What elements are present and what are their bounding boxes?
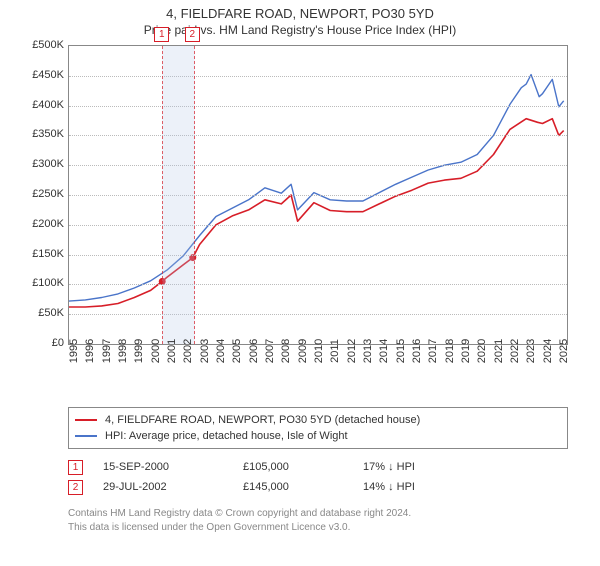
y-axis-label: £200K (24, 218, 64, 230)
x-axis-label: 2012 (346, 339, 358, 363)
legend-label: 4, FIELDFARE ROAD, NEWPORT, PO30 5YD (de… (105, 414, 420, 426)
gridline (69, 76, 567, 77)
legend-swatch (75, 419, 97, 421)
x-axis-label: 1997 (101, 339, 113, 363)
sale-vs-hpi: 14% ↓ HPI (363, 481, 503, 493)
x-axis-label: 2008 (280, 339, 292, 363)
x-axis-label: 2002 (182, 339, 194, 363)
series-line (69, 75, 564, 302)
x-axis-label: 2005 (231, 339, 243, 363)
sale-row: 2 29-JUL-2002 £145,000 14% ↓ HPI (68, 477, 568, 497)
gridline (69, 195, 567, 196)
sale-index: 1 (68, 460, 83, 475)
plot-area (68, 45, 568, 345)
y-axis-label: £450K (24, 69, 64, 81)
gridline (69, 225, 567, 226)
y-axis-label: £50K (24, 307, 64, 319)
page-subtitle: Price paid vs. HM Land Registry's House … (0, 23, 600, 37)
gridline (69, 135, 567, 136)
x-axis-label: 2019 (460, 339, 472, 363)
x-axis-label: 2011 (329, 339, 341, 363)
x-axis-label: 2014 (378, 339, 390, 363)
sale-vs-hpi: 17% ↓ HPI (363, 461, 503, 473)
x-axis-label: 2004 (215, 339, 227, 363)
sale-index: 2 (68, 480, 83, 495)
y-axis-label: £150K (24, 248, 64, 260)
y-axis-label: £250K (24, 188, 64, 200)
x-axis-label: 2020 (476, 339, 488, 363)
x-axis-label: 2016 (411, 339, 423, 363)
sales-table: 1 15-SEP-2000 £105,000 17% ↓ HPI 2 29-JUL-200… (68, 457, 568, 497)
x-axis-label: 1995 (68, 339, 80, 363)
x-axis-label: 1999 (133, 339, 145, 363)
legend: 4, FIELDFARE ROAD, NEWPORT, PO30 5YD (de… (68, 407, 568, 449)
series-line (69, 119, 564, 307)
legend-item: 4, FIELDFARE ROAD, NEWPORT, PO30 5YD (de… (75, 412, 561, 428)
x-axis-label: 2007 (264, 339, 276, 363)
x-axis-label: 2018 (444, 339, 456, 363)
y-axis-label: £350K (24, 128, 64, 140)
sale-row: 1 15-SEP-2000 £105,000 17% ↓ HPI (68, 457, 568, 477)
gridline (69, 106, 567, 107)
y-axis-label: £100K (24, 277, 64, 289)
gridline (69, 165, 567, 166)
sale-band (162, 46, 195, 344)
x-axis-label: 2015 (395, 339, 407, 363)
copyright-line-2: This data is licensed under the Open Gov… (68, 521, 568, 535)
x-axis-label: 2010 (313, 339, 325, 363)
sale-price: £105,000 (243, 461, 343, 473)
legend-label: HPI: Average price, detached house, Isle… (105, 430, 348, 442)
x-axis-label: 2017 (427, 339, 439, 363)
copyright-line-1: Contains HM Land Registry data © Crown c… (68, 507, 568, 521)
x-axis-label: 1998 (117, 339, 129, 363)
x-axis-label: 2021 (493, 339, 505, 363)
x-axis-label: 2023 (525, 339, 537, 363)
legend-swatch (75, 435, 97, 437)
y-axis-label: £500K (24, 39, 64, 51)
y-axis-label: £300K (24, 158, 64, 170)
sale-price: £145,000 (243, 481, 343, 493)
legend-item: HPI: Average price, detached house, Isle… (75, 428, 561, 444)
x-axis-label: 2022 (509, 339, 521, 363)
gridline (69, 284, 567, 285)
gridline (69, 255, 567, 256)
gridline (69, 314, 567, 315)
x-axis-label: 2024 (542, 339, 554, 363)
sale-date: 15-SEP-2000 (103, 461, 223, 473)
sale-bracket: 2 (185, 27, 200, 42)
sale-bracket: 1 (154, 27, 169, 42)
y-axis-label: £0 (24, 337, 64, 349)
x-axis-label: 2001 (166, 339, 178, 363)
x-axis-label: 2000 (150, 339, 162, 363)
x-axis-label: 2013 (362, 339, 374, 363)
price-chart: £0 £50K £100K £150K £200K £250K £300K £350K £400… (24, 41, 584, 401)
y-axis-label: £400K (24, 99, 64, 111)
page-title: 4, FIELDFARE ROAD, NEWPORT, PO30 5YD (0, 6, 600, 21)
sale-date: 29-JUL-2002 (103, 481, 223, 493)
copyright: Contains HM Land Registry data © Crown c… (68, 507, 568, 534)
x-axis-label: 2006 (248, 339, 260, 363)
x-axis-label: 2009 (297, 339, 309, 363)
x-axis-label: 2003 (199, 339, 211, 363)
x-axis-label: 2025 (558, 339, 570, 363)
x-axis-label: 1996 (84, 339, 96, 363)
